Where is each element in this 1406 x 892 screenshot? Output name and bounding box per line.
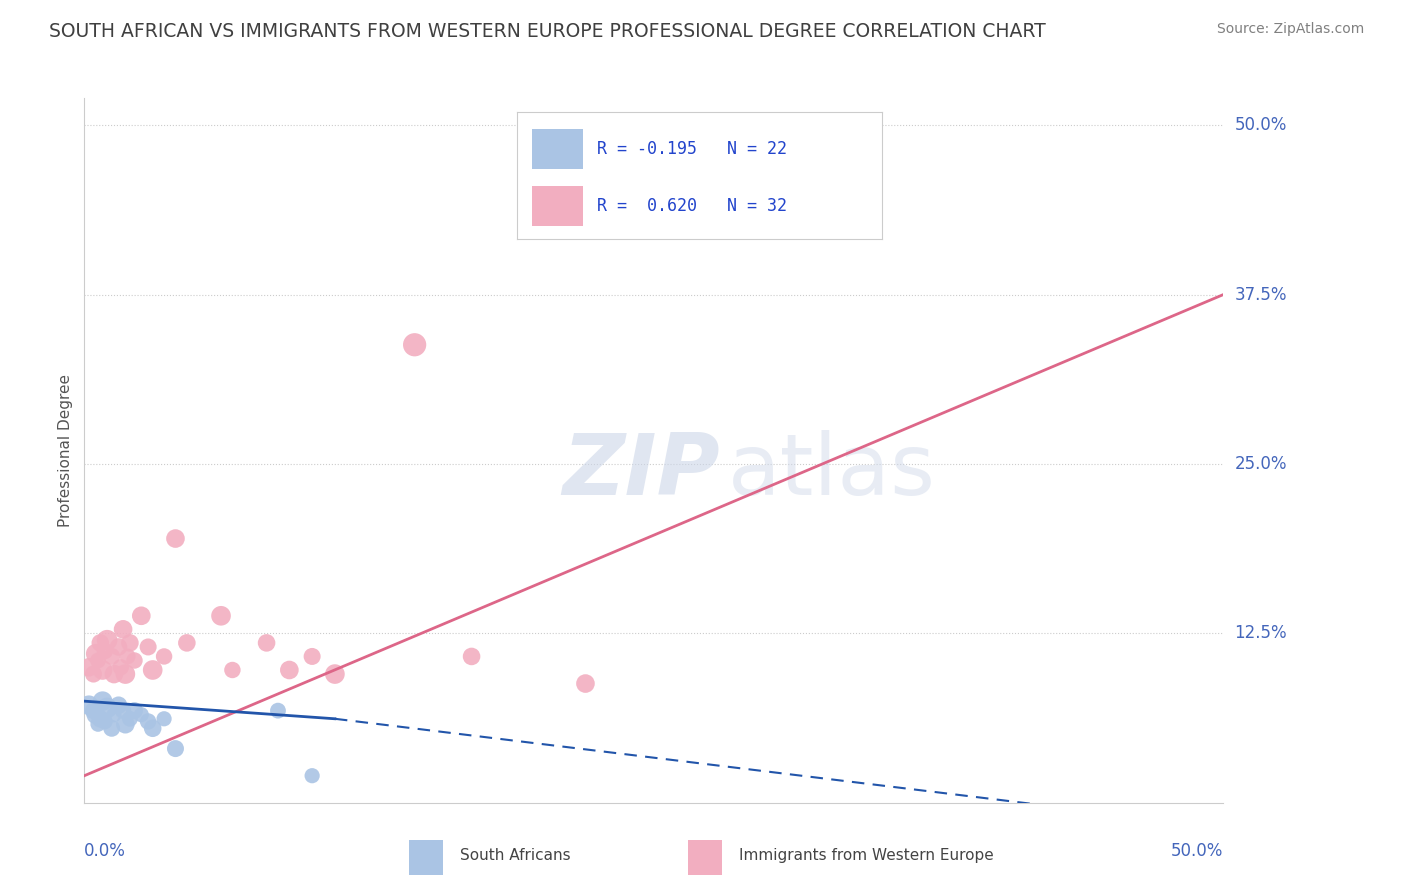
- Point: [77, 660, 100, 674]
- Point: [96, 633, 118, 648]
- Point: [460, 649, 482, 664]
- Point: [84, 707, 107, 722]
- Point: [153, 712, 176, 726]
- Point: [267, 704, 290, 718]
- Point: [117, 649, 139, 664]
- Text: 50.0%: 50.0%: [1234, 116, 1286, 134]
- Text: 0.0%: 0.0%: [84, 842, 127, 860]
- Point: [301, 769, 323, 783]
- Point: [118, 636, 141, 650]
- Text: 37.5%: 37.5%: [1234, 285, 1286, 303]
- Text: atlas: atlas: [728, 430, 936, 513]
- Point: [165, 741, 187, 756]
- Point: [118, 712, 141, 726]
- Text: ZIP: ZIP: [562, 430, 720, 513]
- Text: 12.5%: 12.5%: [1234, 624, 1286, 642]
- Point: [112, 623, 135, 637]
- Point: [114, 717, 136, 731]
- Point: [107, 640, 129, 654]
- Point: [107, 698, 129, 713]
- Point: [209, 608, 232, 623]
- Point: [91, 694, 114, 708]
- Point: [165, 532, 187, 546]
- Point: [136, 714, 159, 729]
- Point: [100, 649, 122, 664]
- Point: [153, 649, 176, 664]
- Point: [94, 714, 117, 729]
- Point: [91, 663, 114, 677]
- Text: SOUTH AFRICAN VS IMMIGRANTS FROM WESTERN EUROPE PROFESSIONAL DEGREE CORRELATION : SOUTH AFRICAN VS IMMIGRANTS FROM WESTERN…: [49, 22, 1046, 41]
- Text: Source: ZipAtlas.com: Source: ZipAtlas.com: [1216, 22, 1364, 37]
- Point: [87, 717, 110, 731]
- Point: [574, 676, 596, 690]
- Point: [142, 663, 165, 677]
- Text: 25.0%: 25.0%: [1234, 455, 1286, 473]
- Point: [136, 640, 159, 654]
- Point: [89, 712, 111, 726]
- Point: [82, 704, 104, 718]
- Point: [301, 649, 323, 664]
- Point: [176, 636, 198, 650]
- Point: [221, 663, 243, 677]
- Point: [124, 653, 146, 667]
- Point: [103, 707, 125, 722]
- Point: [131, 707, 153, 722]
- Point: [103, 667, 125, 681]
- Point: [94, 644, 117, 658]
- Point: [278, 663, 301, 677]
- Point: [87, 653, 110, 667]
- Text: 50.0%: 50.0%: [1171, 842, 1223, 860]
- Point: [124, 704, 146, 718]
- Point: [100, 721, 122, 735]
- Point: [96, 701, 118, 715]
- Point: [84, 647, 107, 661]
- Point: [404, 338, 426, 352]
- Point: [112, 704, 135, 718]
- Point: [142, 721, 165, 735]
- Point: [110, 660, 132, 674]
- Point: [323, 667, 346, 681]
- Point: [131, 608, 153, 623]
- Point: [77, 698, 100, 713]
- Point: [114, 667, 136, 681]
- Point: [256, 636, 278, 650]
- Point: [82, 667, 104, 681]
- Point: [89, 636, 111, 650]
- Y-axis label: Professional Degree: Professional Degree: [58, 374, 73, 527]
